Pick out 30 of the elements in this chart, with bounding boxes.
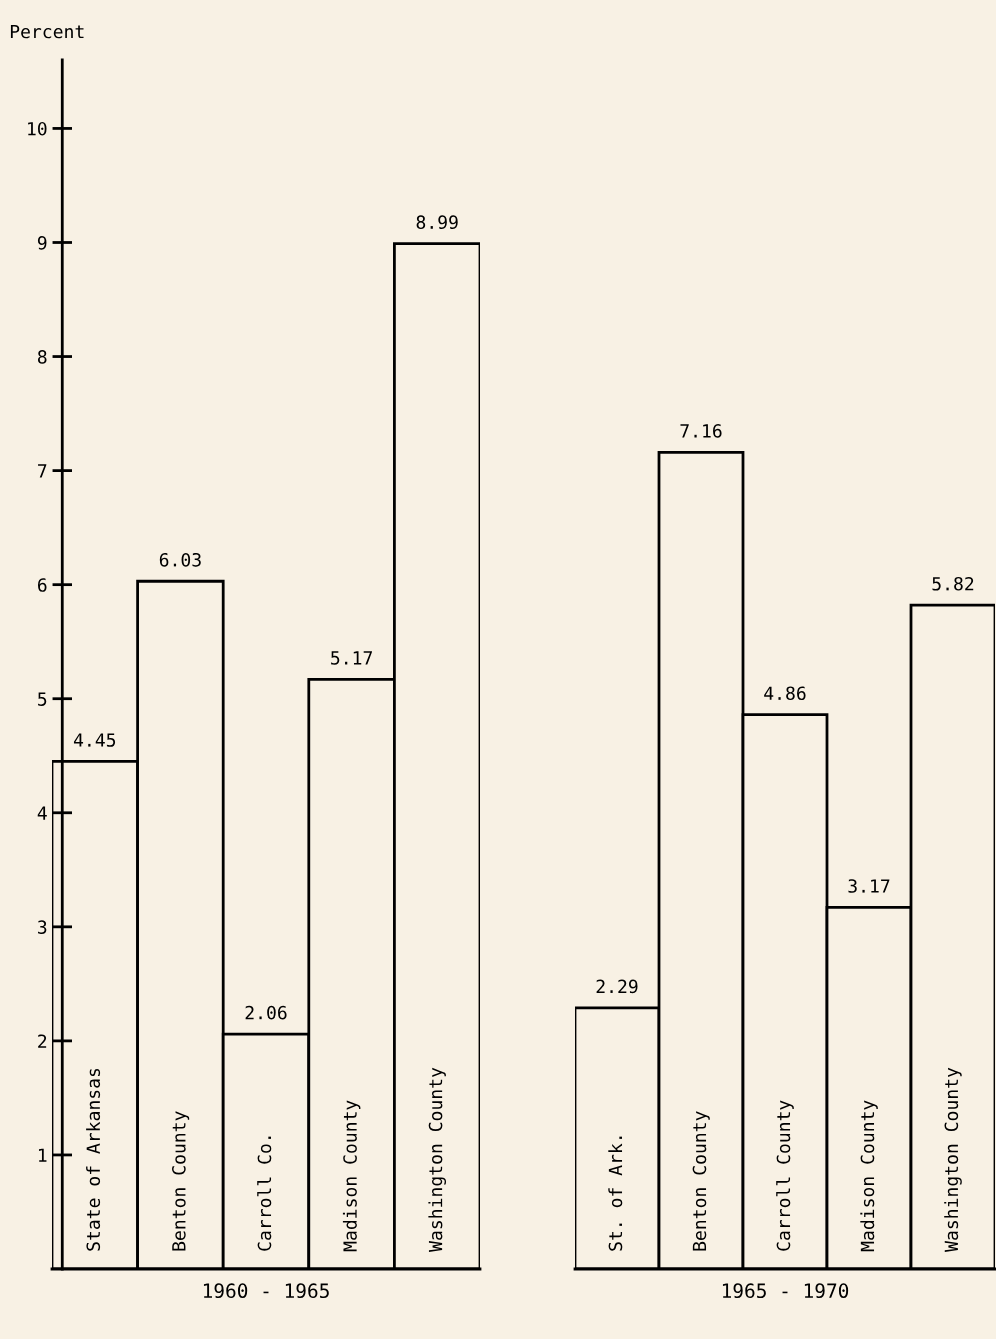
data-label: 7.16 [680, 424, 722, 438]
data-label: 8.99 [416, 215, 458, 230]
y-tick-label: 6 [37, 578, 47, 592]
data-label: 4.86 [764, 686, 806, 701]
data-label: 4.45 [73, 733, 116, 747]
x-tick-label: Benton County [172, 1111, 190, 1251]
category-label: St. of Ark. [608, 1136, 623, 1251]
x-tick-label: State of Arkansas [86, 1068, 101, 1251]
y-tick-label: 1 [38, 1148, 47, 1162]
y-tick-label: 7 [38, 464, 47, 478]
y-tick-label: 5 [38, 692, 47, 706]
data-label: 5.82 [932, 576, 974, 591]
data-label: 5.17 [331, 651, 372, 665]
x-axis-title: 1965 - 1970 [722, 1283, 849, 1299]
data-label: 2.29 [596, 979, 638, 994]
data-label: 6.03 [159, 552, 201, 567]
y-tick-label: 3 [38, 920, 47, 934]
y-tick-label: 9 [37, 236, 47, 250]
x-tick-label: Washington County [428, 1067, 446, 1252]
y-tick-label: 2 [38, 1034, 47, 1048]
x-tick-label: Madison County [342, 1100, 361, 1252]
x-tick-label: Carroll Co. [257, 1136, 272, 1251]
data-label: 2.06 [245, 1005, 287, 1020]
y-axis-title: Percent [10, 24, 84, 39]
x-axis-title: 1960 - 1965 [203, 1283, 329, 1299]
category-label: Carroll County [776, 1100, 794, 1251]
y-tick-label: 4 [37, 806, 47, 820]
y-tick-label: 10 [28, 121, 47, 136]
y-tick-label: 8 [37, 350, 47, 364]
data-label: 3.17 [848, 879, 890, 893]
